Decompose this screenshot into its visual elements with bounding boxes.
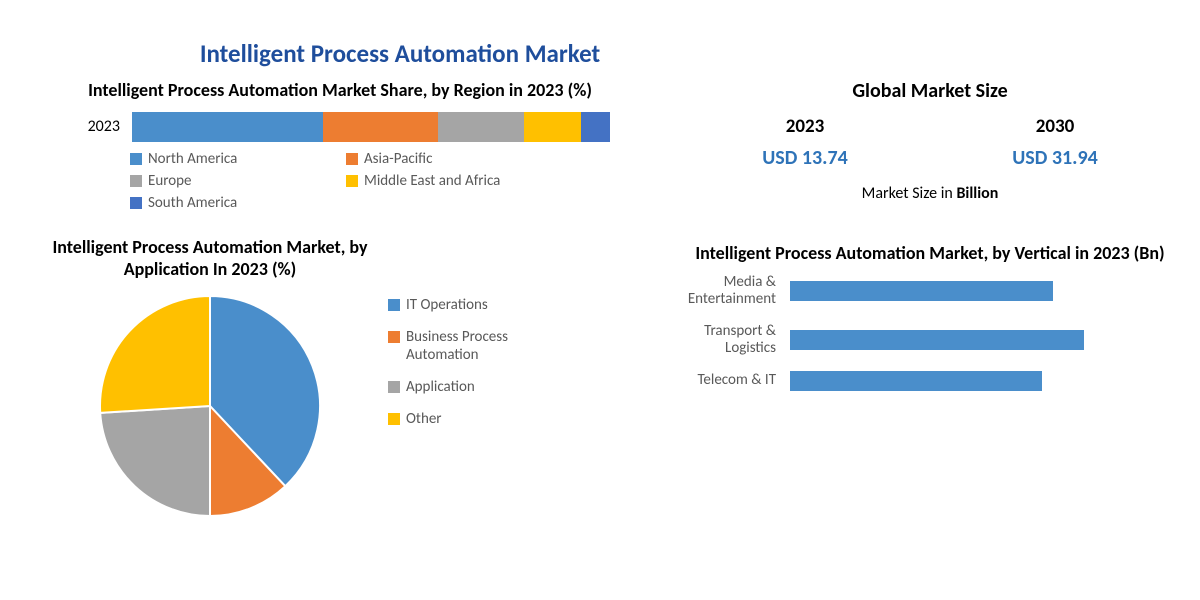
- legend-item: Europe: [130, 172, 310, 190]
- vertical-row-label: Telecom & IT: [650, 372, 790, 389]
- market-size-note: Market Size in Billion: [680, 184, 1180, 203]
- legend-item: IT Operations: [388, 296, 566, 314]
- vertical-row: Telecom & IT: [650, 371, 1200, 391]
- legend-swatch: [130, 175, 142, 187]
- market-size-note-bold: Billion: [956, 184, 998, 203]
- market-size-note-prefix: Market Size in: [862, 184, 957, 203]
- market-size-title: Global Market Size: [680, 79, 1180, 103]
- legend-item: Application: [388, 378, 566, 396]
- region-chart: Intelligent Process Automation Market Sh…: [30, 79, 630, 212]
- vertical-chart: Intelligent Process Automation Market, b…: [650, 242, 1200, 521]
- vertical-row-label: Media & Entertainment: [650, 274, 790, 309]
- application-pie-block: Intelligent Process Automation Market, b…: [30, 236, 630, 521]
- vertical-row: Transport & Logistics: [650, 323, 1200, 358]
- legend-item: Asia-Pacific: [346, 150, 526, 168]
- pie-chart: [95, 291, 325, 521]
- pie-chart-title: Intelligent Process Automation Market, b…: [50, 236, 370, 281]
- legend-label: Application: [406, 378, 475, 396]
- vertical-chart-title: Intelligent Process Automation Market, b…: [650, 242, 1200, 265]
- region-seg: [524, 112, 581, 142]
- region-seg: [438, 112, 524, 142]
- region-seg: [581, 112, 610, 142]
- legend-swatch: [130, 153, 142, 165]
- legend-swatch: [388, 299, 400, 311]
- legend-label: Business Process Automation: [406, 328, 566, 364]
- legend-swatch: [130, 197, 142, 209]
- market-size-years: 2023 2030: [680, 115, 1180, 138]
- pie-svg: [95, 291, 325, 521]
- legend-item: North America: [130, 150, 310, 168]
- legend-swatch: [388, 413, 400, 425]
- region-chart-title: Intelligent Process Automation Market Sh…: [70, 79, 610, 102]
- legend-item: Business Process Automation: [388, 328, 566, 364]
- legend-item: Middle East and Africa: [346, 172, 526, 190]
- market-size-year-1: 2030: [1036, 115, 1075, 138]
- legend-item: Other: [388, 410, 566, 428]
- legend-label: Middle East and Africa: [364, 172, 500, 190]
- legend-swatch: [346, 175, 358, 187]
- legend-swatch: [388, 331, 400, 343]
- vertical-rows: Media & Entertainment Transport & Logisti…: [650, 274, 1200, 391]
- vertical-bar-track: [790, 371, 1200, 391]
- legend-label: IT Operations: [406, 296, 488, 314]
- region-stacked-bar: [132, 112, 610, 142]
- legend-label: Europe: [148, 172, 191, 190]
- market-size-values: USD 13.74 USD 31.94: [680, 146, 1180, 170]
- vertical-row-label: Transport & Logistics: [650, 323, 790, 358]
- market-size-block: Global Market Size 2023 2030 USD 13.74 U…: [650, 79, 1200, 212]
- legend-item: South America: [130, 194, 310, 212]
- pie-slice: [100, 406, 210, 516]
- vertical-bar: [790, 281, 1053, 301]
- legend-swatch: [388, 381, 400, 393]
- pie-column: Intelligent Process Automation Market, b…: [50, 236, 370, 521]
- content-grid: Intelligent Process Automation Market Sh…: [0, 79, 1200, 521]
- vertical-bar: [790, 330, 1084, 350]
- market-size-year-0: 2023: [786, 115, 825, 138]
- vertical-bar: [790, 371, 1042, 391]
- vertical-bar-track: [790, 281, 1200, 301]
- main-title: Intelligent Process Automation Market: [0, 0, 1200, 79]
- market-size-value-0: USD 13.74: [762, 146, 848, 170]
- region-seg: [132, 112, 323, 142]
- legend-label: Asia-Pacific: [364, 150, 432, 168]
- vertical-row: Media & Entertainment: [650, 274, 1200, 309]
- pie-legend: IT Operations Business Process Automation…: [388, 236, 566, 521]
- legend-label: South America: [148, 194, 237, 212]
- region-seg: [323, 112, 438, 142]
- vertical-bar-track: [790, 330, 1200, 350]
- legend-label: Other: [406, 410, 442, 428]
- region-legend: North America Asia-Pacific Europe Middle Ea…: [70, 150, 610, 212]
- pie-slice: [100, 296, 210, 413]
- market-size-value-1: USD 31.94: [1012, 146, 1098, 170]
- legend-swatch: [346, 153, 358, 165]
- region-row-label: 2023: [70, 117, 120, 136]
- legend-label: North America: [148, 150, 237, 168]
- region-bar-row: 2023: [70, 112, 610, 142]
